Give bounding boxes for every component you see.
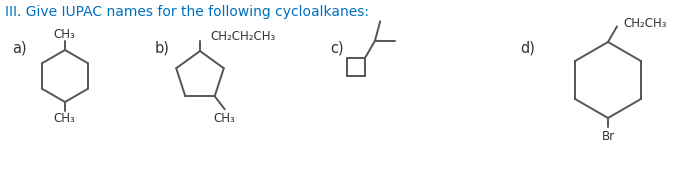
Text: CH₂CH₃: CH₂CH₃ (623, 17, 667, 30)
Text: CH₃: CH₃ (214, 112, 236, 125)
Text: d): d) (520, 40, 535, 56)
Text: Br: Br (601, 130, 614, 143)
Text: c): c) (330, 40, 343, 56)
Text: III. Give IUPAC names for the following cycloalkanes:: III. Give IUPAC names for the following … (5, 5, 369, 19)
Text: a): a) (12, 40, 26, 56)
Text: CH₂CH₂CH₃: CH₂CH₂CH₃ (210, 30, 275, 43)
Text: CH₃: CH₃ (53, 112, 75, 125)
Text: b): b) (155, 40, 170, 56)
Text: CH₃: CH₃ (53, 28, 75, 40)
